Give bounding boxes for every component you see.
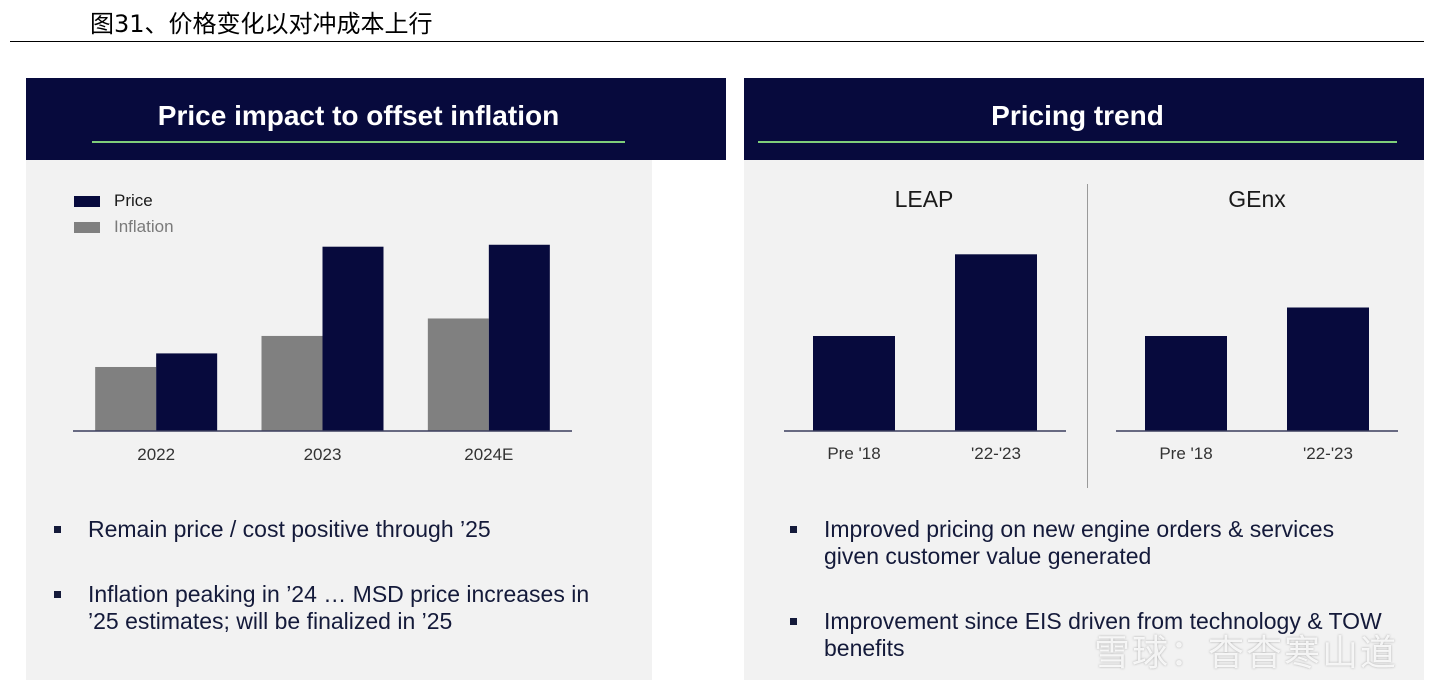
bar-inflation-2023: [261, 335, 323, 431]
x-tick-label: '22-'23: [1303, 444, 1353, 463]
x-tick-label: Pre '18: [827, 444, 880, 463]
right-panel-title: Pricing trend: [991, 100, 1164, 131]
right-bullets: Improved pricing on new engine orders & …: [790, 516, 1390, 662]
legend-item-inflation: Inflation: [74, 214, 174, 240]
x-tick-label: Pre '18: [1159, 444, 1212, 463]
genx-chart-title: GEnx: [1228, 186, 1286, 212]
legend-swatch-price: [74, 195, 100, 207]
x-tick-label: 2022: [137, 445, 175, 464]
bar-genx-0: [1145, 336, 1227, 431]
genx-chart: Pre '18 '22-'23: [1116, 307, 1398, 463]
x-tick-label: 2023: [304, 445, 342, 464]
left-panel-header: Price impact to offset inflation: [26, 78, 726, 160]
chart-divider: [1087, 184, 1088, 488]
figure-title: 图31、价格变化以对冲成本上行: [90, 10, 433, 38]
bar-price-2022: [156, 353, 218, 431]
bar-inflation-2024e: [427, 318, 489, 431]
legend: Price Inflation: [74, 188, 174, 240]
legend-label-price: Price: [114, 191, 153, 210]
left-bullets: Remain price / cost positive through ’25…: [54, 516, 614, 635]
bar-inflation-2022: [95, 366, 157, 431]
left-bullet-1: Remain price / cost positive through ’25: [54, 516, 614, 543]
right-panel-header: Pricing trend: [744, 78, 1424, 160]
bar-leap-1: [955, 254, 1037, 431]
legend-label-inflation: Inflation: [114, 217, 174, 236]
figure-title-rule: [10, 41, 1424, 42]
left-panel: Price impact to offset inflation Price I…: [26, 78, 726, 680]
x-tick-label: 2024E: [464, 445, 513, 464]
bar-leap-0: [813, 336, 895, 431]
left-panel-title: Price impact to offset inflation: [157, 100, 560, 131]
legend-swatch-inflation: [74, 221, 100, 233]
bar-price-2024e: [488, 244, 550, 431]
right-bullet-2: Improvement since EIS driven from techno…: [790, 608, 1390, 662]
right-bullet-1: Improved pricing on new engine orders & …: [790, 516, 1390, 570]
legend-item-price: Price: [74, 188, 174, 214]
bar-price-2023: [322, 246, 384, 431]
x-tick-label: '22-'23: [971, 444, 1021, 463]
leap-chart: Pre '18 '22-'23: [784, 254, 1066, 463]
bar-genx-1: [1287, 307, 1369, 431]
leap-chart-title: LEAP: [894, 186, 954, 212]
left-bullet-2: Inflation peaking in ’24 … MSD price inc…: [54, 581, 614, 635]
right-panel-title-rule: [758, 141, 1397, 143]
watermark: 雪球：杳杳寒山道: [1093, 633, 1398, 674]
price-inflation-chart: 2022 2023 2024E: [73, 244, 572, 464]
left-panel-title-rule: [92, 141, 625, 143]
right-panel: Pricing trend LEAP GEnx Pre '18 '22-'23 P…: [744, 78, 1424, 680]
